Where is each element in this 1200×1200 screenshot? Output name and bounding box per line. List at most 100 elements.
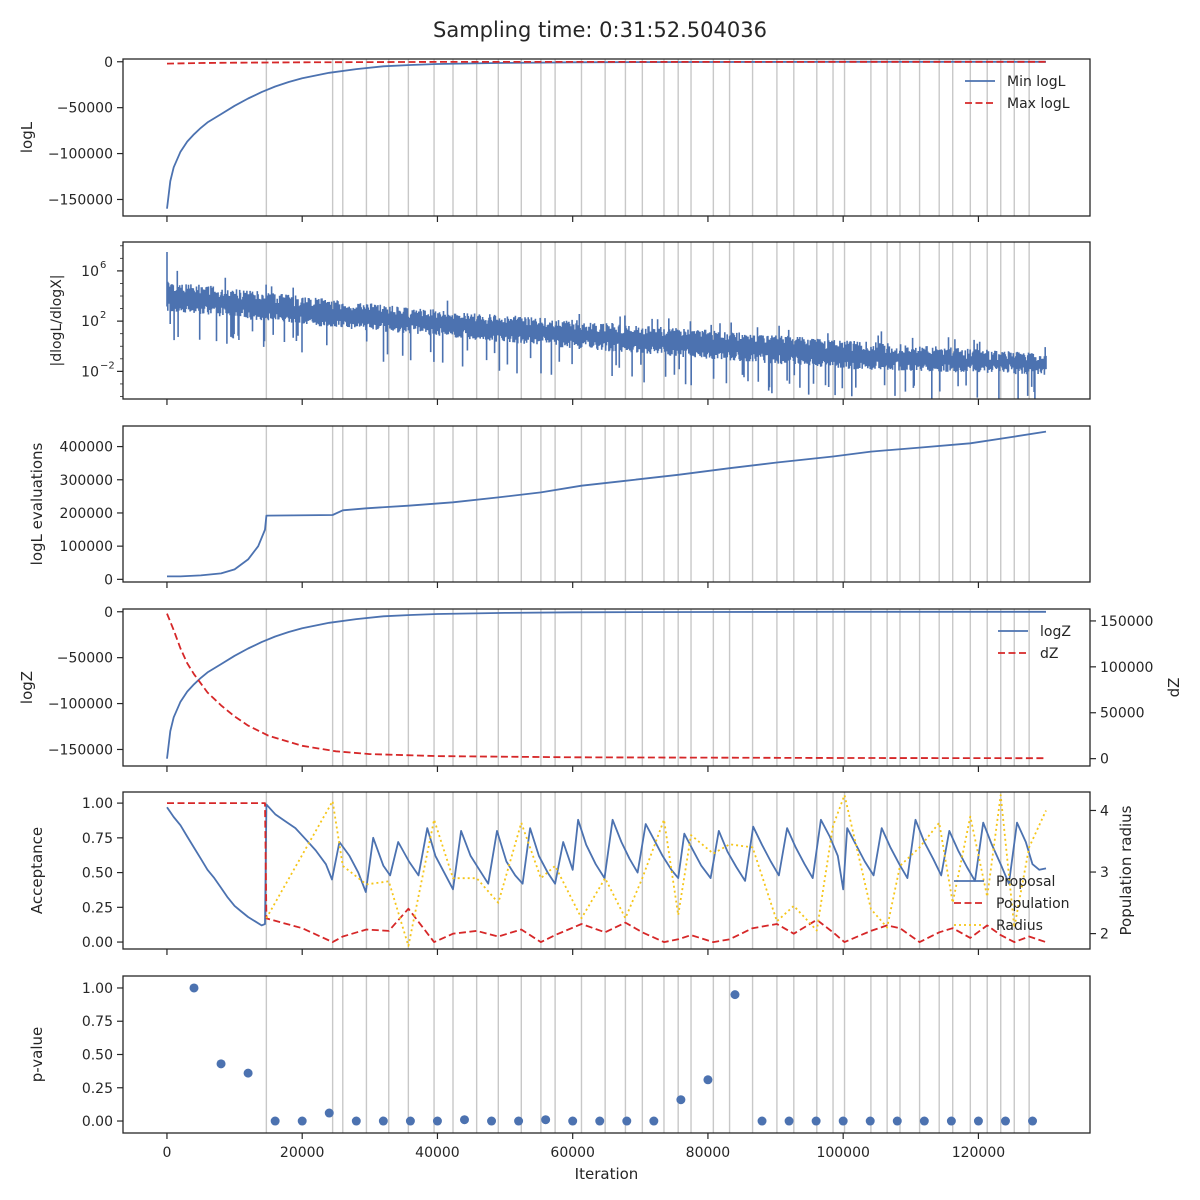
y-tick-label: 10 [81,264,99,280]
axes-frame [122,241,1091,400]
y-right-tick-label: 2 [1100,927,1109,943]
evals-series-line [167,430,1047,578]
pvalue-point [1000,1116,1010,1126]
pvalue-point [189,983,199,993]
logz-series-line [166,610,1046,759]
pvalue-point [351,1116,361,1126]
legend: Proposal Population Radius [954,874,1070,934]
x-tick-label: 60000 [550,1145,595,1161]
panel-pvalue: 0 20000 40000 60000 80000 100000 120000 0.00 0.2… [28,975,1091,1161]
legend-label: Proposal [996,874,1055,890]
pvalue-point [432,1116,442,1126]
axes-frame [122,58,1091,217]
radius-series-line [265,794,1047,947]
y-tick-label: −150000 [48,742,113,758]
axes-frame [122,791,1091,950]
y-tick-label: 1.00 [82,796,113,812]
pvalue-point [459,1115,469,1125]
pvalue-point [216,1059,226,1069]
y-axis-label: |dlogL/dlogX| [49,275,65,367]
pvalue-point [243,1068,253,1078]
y-axis-label: Acceptance [28,827,46,914]
y-tick-label: 1.00 [82,981,113,997]
x-tick-label: 40000 [415,1145,460,1161]
max-logl-series-line [166,60,1047,65]
x-tick-label: 120000 [952,1145,1005,1161]
population-series-line [167,802,1047,943]
axes-frame [122,975,1091,1134]
panel-acceptance: 0.00 0.25 0.50 0.75 1.00 2 3 4 Acceptance Populat… [28,791,1135,955]
y-right-tick-label: 150000 [1100,614,1153,630]
legend-label: Min logL [1007,74,1066,90]
y-axis-label: logZ [18,671,36,704]
dlogl-series-line [166,252,1047,399]
pvalue-point [405,1116,415,1126]
pvalue-point [973,1116,983,1126]
pvalue-point [730,990,740,1000]
pvalue-point [892,1116,902,1126]
pvalue-point [1028,1116,1038,1126]
legend-label: Population [996,896,1070,912]
panel-logz: 0 −50000 −100000 −150000 0 50000 100000 150000 l… [18,605,1183,772]
y-tick-label: −100000 [48,147,113,163]
y-tick-label: 10 [81,314,99,330]
y-right-tick-label: 100000 [1100,660,1153,676]
y-axis-label: logL [18,121,36,153]
y-axis-label-right: Population radius [1117,805,1135,935]
min-logl-series-line [166,60,1046,209]
pvalue-point [541,1115,551,1125]
dz-series-line [166,613,1047,760]
y-axis-label-right: dZ [1165,678,1183,698]
pvalue-point [270,1116,280,1126]
update-lines [265,792,1030,949]
pvalue-point [865,1116,875,1126]
pvalue-point [919,1116,929,1126]
panel-logl: 0 −50000 −100000 −150000 logL Min logL Max log… [18,55,1091,222]
x-tick-label: 100000 [816,1145,869,1161]
pvalue-point [622,1116,632,1126]
pvalue-point [811,1116,821,1126]
legend: logZ dZ [998,624,1071,662]
y-tick-label: 0.00 [82,935,113,951]
panel-evals: 0 100000 200000 300000 400000 logL evaluation… [28,425,1091,588]
y-tick-label: 0.75 [82,1014,113,1030]
y-tick-exponent: 2 [100,310,106,321]
y-tick-label: −50000 [57,101,113,117]
y-tick-label: 0 [104,55,113,71]
y-tick-label: 0.75 [82,831,113,847]
pvalue-point [324,1108,334,1118]
pvalue-point [703,1075,713,1085]
pvalue-point [514,1116,524,1126]
pvalue-point [649,1116,659,1126]
y-tick-label: 0 [104,572,113,588]
y-tick-label: 0.00 [82,1114,113,1130]
series-group [166,794,1047,947]
proposal-series-line [166,803,1047,927]
y-tick-label: 200000 [60,506,113,522]
x-tick-label: 80000 [686,1145,731,1161]
series-group [166,252,1047,399]
y-tick-exponent: −2 [100,360,115,371]
legend: Min logL Max logL [965,74,1070,112]
update-lines [265,59,1030,216]
y-axis-label: logL evaluations [28,442,46,565]
pvalue-point [946,1116,956,1126]
y-right-tick-label: 4 [1100,803,1109,819]
y-right-tick-label: 0 [1100,752,1109,768]
legend-label: Max logL [1007,96,1070,112]
y-right-tick-label: 3 [1100,865,1109,881]
series-group [167,430,1047,578]
figure-title: Sampling time: 0:31:52.504036 [433,18,767,42]
x-axis-label: Iteration [575,1165,639,1183]
update-lines [265,609,1030,766]
y-axis-label: p-value [28,1027,46,1083]
axes-frame [122,608,1091,767]
pvalue-point [784,1116,794,1126]
y-tick-label: 300000 [60,473,113,489]
update-lines [265,976,1030,1133]
y-tick-label: 100000 [60,539,113,555]
y-tick-label: 0.50 [82,866,113,882]
panel-dlogl: 10 610 210 −2|dlogL/dlogX| [49,241,1091,405]
y-tick-label: 10 [81,364,99,380]
